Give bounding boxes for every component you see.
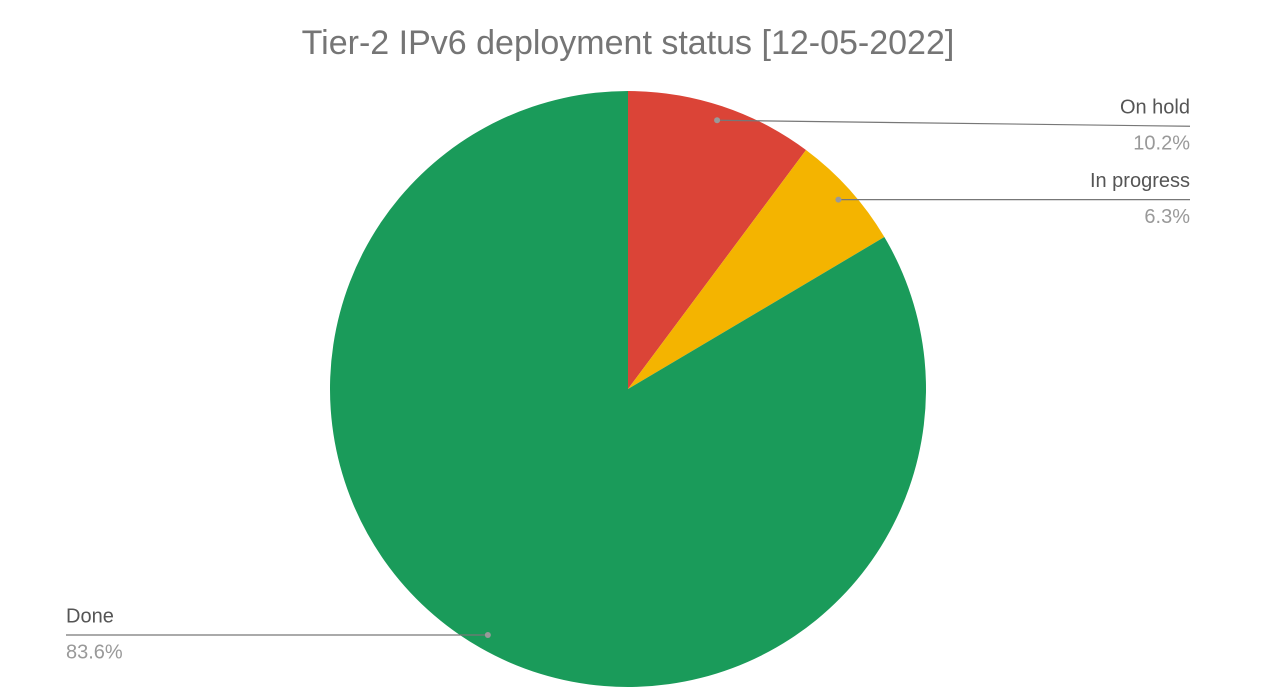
leader-dot: [835, 196, 842, 203]
slice-value-label: 10.2%: [1133, 133, 1190, 155]
chart-title: Tier-2 IPv6 deployment status [12-05-202…: [302, 24, 955, 62]
slice-value-label: 83.6%: [66, 641, 123, 663]
slice-value-label: 6.3%: [1144, 206, 1190, 228]
slice-label: On hold: [1120, 97, 1190, 119]
slice-label: Done: [66, 605, 114, 627]
leader-line: [717, 119, 1191, 127]
pie-slice: [628, 150, 885, 389]
slice-label: In progress: [1090, 170, 1190, 192]
leader-dot: [714, 117, 721, 124]
pie-slice: [628, 91, 807, 389]
leader-dot: [484, 631, 491, 638]
pie-slice: [330, 91, 927, 687]
